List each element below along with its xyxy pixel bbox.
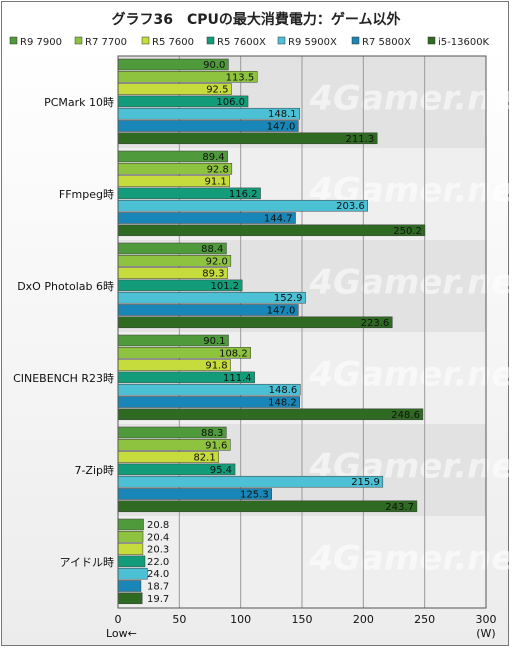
chart-title: グラフ36 CPUの最大消費電力：ゲーム以外 — [112, 11, 401, 28]
bar-value-label: 111.4 — [223, 373, 252, 384]
bar-value-label: 101.2 — [210, 281, 239, 292]
bar-value-label: 106.0 — [216, 97, 245, 108]
category-label: 7-Zip時 — [74, 464, 114, 477]
bar-value-label: 147.0 — [267, 122, 296, 133]
x-tick-label: 300 — [476, 613, 497, 626]
bar-value-label: 113.5 — [226, 72, 255, 83]
bar — [117, 567, 148, 580]
bar-value-label: 152.9 — [274, 293, 303, 304]
bar-value-label: 215.9 — [351, 477, 380, 488]
bar-value-label: 108.2 — [219, 348, 248, 359]
bar — [117, 475, 384, 488]
legend: R9 7900 R7 7700 R5 7600 R5 7600X R9 5900X R7 … — [9, 36, 490, 48]
bar-value-label: 116.2 — [229, 189, 258, 200]
bar-value-label: 223.6 — [361, 318, 390, 329]
bar-value-label: 20.4 — [147, 532, 169, 543]
category-label: DxO Photolab 6時 — [17, 280, 114, 293]
category-label: FFmpeg時 — [59, 188, 114, 201]
legend-label: R5 7600 — [152, 37, 194, 48]
legend-swatch — [351, 36, 360, 45]
x-unit-label: (W) — [476, 627, 495, 640]
bar-value-label: 89.3 — [202, 269, 224, 280]
bar — [117, 199, 368, 212]
bar — [117, 316, 393, 329]
bar-value-label: 88.4 — [201, 244, 223, 255]
legend-swatch — [206, 36, 215, 45]
bar-value-label: 91.8 — [205, 361, 227, 372]
bar — [117, 543, 144, 555]
x-tick-label: 0 — [115, 613, 122, 626]
bar-value-label: 89.4 — [202, 152, 224, 163]
watermark: 4Gamer.net — [308, 354, 512, 394]
legend-label: i5-13600K — [438, 37, 490, 48]
legend-swatch — [74, 36, 83, 45]
bar — [117, 132, 378, 145]
bar-value-label: 91.6 — [205, 440, 227, 451]
legend-swatch — [9, 36, 18, 45]
category-label: PCMark 10時 — [44, 96, 114, 109]
bar — [117, 224, 426, 237]
bar-value-label: 148.1 — [268, 109, 297, 120]
bar-value-label: 250.2 — [393, 226, 422, 237]
bar-value-label: 20.3 — [147, 545, 169, 556]
bar-value-label: 90.0 — [203, 60, 225, 71]
x-tick-label: 100 — [230, 613, 251, 626]
bar-value-label: 20.8 — [147, 520, 169, 531]
bar-value-label: 90.1 — [203, 336, 225, 347]
low-direction-label: Low← — [106, 627, 137, 640]
bar-value-label: 148.2 — [268, 398, 297, 409]
bar — [117, 555, 146, 568]
bar-value-label: 125.3 — [240, 490, 269, 501]
bar-value-label: 203.6 — [336, 201, 365, 212]
bar-value-label: 147.0 — [267, 306, 296, 317]
bar-value-label: 248.6 — [391, 410, 420, 421]
bar — [117, 592, 143, 605]
x-tick-label: 250 — [414, 613, 435, 626]
x-axis: 0 50 100 150 200 250 300(W) Low← — [106, 613, 497, 640]
bar — [117, 531, 144, 543]
bar-value-label: 82.1 — [193, 453, 215, 464]
bar-value-label: 148.6 — [269, 385, 298, 396]
legend-swatch — [427, 36, 436, 45]
bar-value-label: 144.7 — [264, 214, 293, 225]
watermark: 4Gamer.net — [308, 538, 512, 578]
category-label: アイドル時 — [60, 556, 114, 569]
legend-label: R7 7700 — [85, 37, 127, 48]
legend-label: R5 7600X — [217, 37, 266, 48]
bar — [117, 518, 144, 531]
category-label: CINEBENCH R23時 — [13, 372, 114, 385]
x-tick-label: 50 — [172, 613, 186, 626]
plot-area: 4Gamer.net 4Gamer.net 4Gamer.net 4Gamer.net… — [117, 55, 512, 609]
bar-value-label: 88.3 — [201, 428, 223, 439]
legend-label: R9 7900 — [20, 37, 62, 48]
bar-value-label: 211.3 — [346, 134, 375, 145]
category-labels: PCMark 10時 FFmpeg時 DxO Photolab 6時 CINEBENC… — [13, 96, 114, 569]
bar — [117, 580, 142, 592]
bar-value-label: 19.7 — [147, 594, 169, 605]
legend-swatch — [277, 36, 286, 45]
watermark: 4Gamer.net — [308, 78, 512, 118]
x-tick-label: 200 — [353, 613, 374, 626]
bar-value-label: 18.7 — [147, 582, 169, 593]
bar-value-label: 243.7 — [385, 502, 414, 513]
watermark: 4Gamer.net — [308, 262, 512, 302]
legend-swatch — [141, 36, 150, 45]
bar-value-label: 92.0 — [206, 256, 228, 267]
bar-value-label: 24.0 — [147, 569, 169, 580]
legend-label: R9 5900X — [288, 37, 337, 48]
bar-value-label: 91.1 — [204, 177, 226, 188]
x-tick-label: 150 — [292, 613, 313, 626]
legend-label: R7 5800X — [362, 37, 411, 48]
plot-border — [117, 55, 487, 609]
bar-value-label: 95.4 — [210, 465, 232, 476]
bar — [117, 408, 424, 421]
bar-value-label: 22.0 — [147, 557, 169, 568]
bar-value-label: 92.5 — [206, 85, 228, 96]
bar-value-label: 92.8 — [207, 164, 229, 175]
bar — [117, 500, 418, 513]
